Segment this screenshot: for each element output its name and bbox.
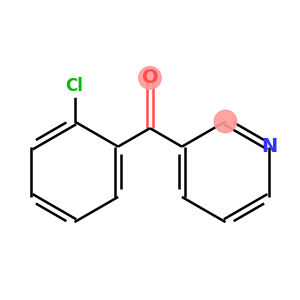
Circle shape <box>214 110 237 133</box>
Text: O: O <box>142 68 158 87</box>
Circle shape <box>139 67 161 89</box>
Text: Cl: Cl <box>66 77 83 95</box>
Text: N: N <box>261 137 277 156</box>
